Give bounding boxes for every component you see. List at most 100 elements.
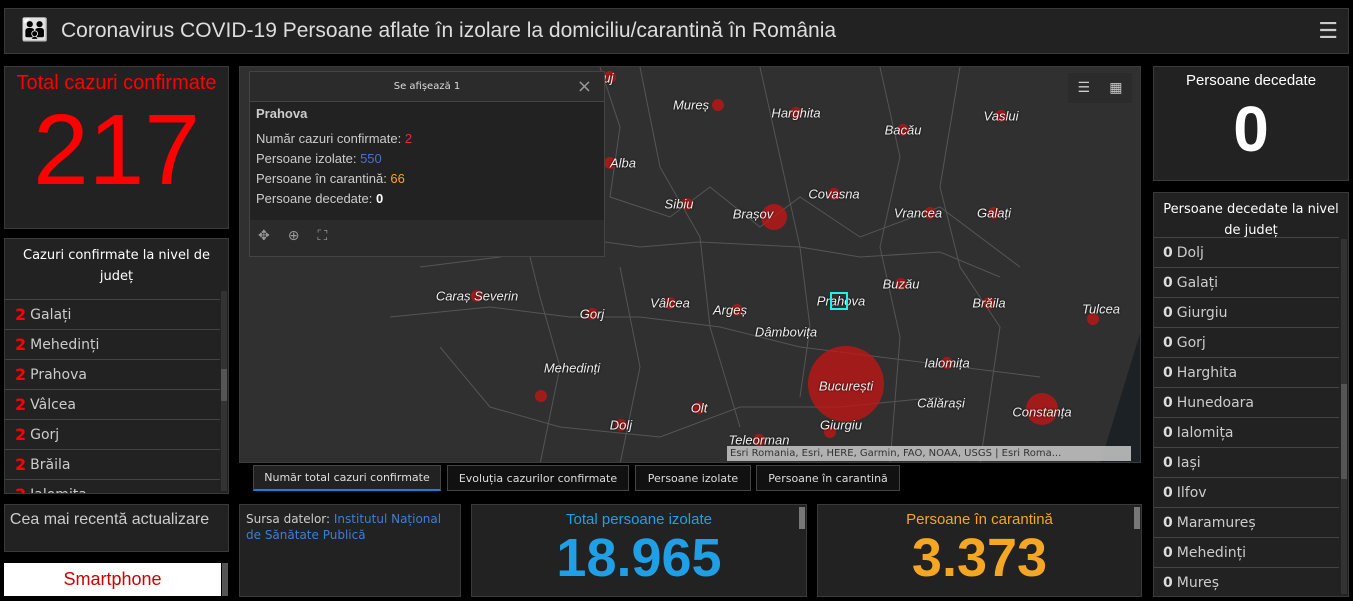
case-bubble[interactable] bbox=[535, 390, 547, 402]
scrollbar[interactable] bbox=[222, 563, 228, 596]
tab[interactable]: Număr total cazuri confirmate bbox=[253, 465, 441, 491]
map-label: Buzău bbox=[882, 276, 920, 292]
case-bubble[interactable] bbox=[712, 99, 724, 111]
field-label: Persoane în carantină: bbox=[256, 171, 391, 186]
basemap-gallery-icon[interactable]: ▦ bbox=[1109, 80, 1123, 96]
list-item[interactable]: 2 Gorj bbox=[5, 419, 220, 449]
popup: Se afișează 1 × Prahova Număr cazuri con… bbox=[249, 71, 605, 257]
case-bubble[interactable] bbox=[988, 207, 1000, 219]
list-item[interactable]: 0 Mureș bbox=[1154, 567, 1339, 596]
map[interactable]: luj Mureș Harghita Bacău Vaslui Alba Sibiu Braș… bbox=[239, 66, 1141, 463]
map-label: Brăila bbox=[972, 295, 1006, 311]
case-bubble[interactable] bbox=[731, 304, 743, 316]
case-bubble[interactable] bbox=[808, 346, 884, 422]
count: 0 bbox=[1163, 454, 1173, 471]
field-value: 2 bbox=[404, 131, 413, 146]
quarantine-panel: Persoane în carantină 3.373 bbox=[817, 504, 1142, 597]
case-bubble[interactable] bbox=[1026, 393, 1058, 425]
list-item[interactable]: 0 Giurgiu bbox=[1154, 297, 1339, 327]
close-icon[interactable]: × bbox=[576, 76, 592, 97]
header: 👪 Coronavirus COVID-19 Persoane aflate î… bbox=[4, 8, 1349, 54]
list-item[interactable]: 0 Hunedoara bbox=[1154, 387, 1339, 417]
scrollbar[interactable] bbox=[1134, 507, 1140, 529]
list-item[interactable]: 0 Mehedinți bbox=[1154, 537, 1339, 567]
list-item[interactable]: 2 Galați bbox=[5, 299, 220, 329]
case-bubble[interactable] bbox=[995, 110, 1007, 122]
map-label: Bacău bbox=[884, 122, 922, 138]
isolated-title: Total persoane izolate bbox=[566, 511, 712, 528]
case-bubble[interactable] bbox=[604, 71, 616, 83]
field-value: 550 bbox=[360, 151, 382, 166]
map-label: Giurgiu bbox=[820, 417, 862, 433]
source-label: Sursa datelor: bbox=[246, 512, 334, 526]
smartphone-link[interactable]: Smartphone bbox=[4, 563, 221, 596]
case-bubble[interactable] bbox=[604, 157, 616, 169]
pan-icon[interactable]: ✥ bbox=[258, 228, 270, 244]
tab[interactable]: Persoane izolate bbox=[635, 465, 751, 491]
county-name: Giurgiu bbox=[1176, 304, 1228, 321]
count: 2 bbox=[15, 395, 27, 414]
count: 0 bbox=[1163, 544, 1173, 561]
list-item[interactable]: 0 Dolj bbox=[1154, 237, 1339, 267]
list-item[interactable]: 0 Maramureș bbox=[1154, 507, 1339, 537]
case-bubble[interactable] bbox=[761, 204, 787, 230]
case-bubble[interactable] bbox=[664, 297, 676, 309]
popup-header: Se afișează 1 × bbox=[250, 72, 604, 102]
list-item[interactable]: 2 Ialomița bbox=[5, 479, 220, 494]
county-name: Gorj bbox=[1176, 334, 1206, 351]
case-bubble[interactable] bbox=[824, 426, 836, 438]
list-item[interactable]: 2 Mehedinți bbox=[5, 329, 220, 359]
list-item[interactable]: 0 Ialomița bbox=[1154, 417, 1339, 447]
case-bubble[interactable] bbox=[586, 308, 598, 320]
popup-field: Număr cazuri confirmate: 2 bbox=[256, 131, 598, 146]
list-item[interactable]: 0 Gorj bbox=[1154, 327, 1339, 357]
count: 0 bbox=[1163, 244, 1173, 261]
tab[interactable]: Evoluția cazurilor confirmate bbox=[447, 465, 629, 491]
list-item[interactable]: 0 Iași bbox=[1154, 447, 1339, 477]
hamburger-menu-icon[interactable]: ☰ bbox=[1318, 19, 1338, 44]
case-bubble[interactable] bbox=[924, 207, 936, 219]
case-bubble[interactable] bbox=[941, 357, 953, 369]
case-bubble[interactable] bbox=[828, 188, 840, 200]
scrollbar[interactable] bbox=[221, 291, 227, 491]
list-item[interactable]: 2 Brăila bbox=[5, 449, 220, 479]
map-label: Argeș bbox=[713, 302, 747, 318]
zoom-to-icon[interactable]: ⊕ bbox=[287, 228, 300, 244]
list-item[interactable]: 2 Prahova bbox=[5, 359, 220, 389]
map-label: Caraș Severin bbox=[435, 288, 519, 304]
case-bubble[interactable] bbox=[471, 290, 483, 302]
case-bubble[interactable] bbox=[790, 107, 802, 119]
popup-field: Persoane decedate: 0 bbox=[256, 191, 598, 206]
case-bubble[interactable] bbox=[897, 124, 909, 136]
map-label: Brașov bbox=[732, 206, 774, 222]
page-title: Coronavirus COVID-19 Persoane aflate în … bbox=[61, 19, 837, 42]
total-confirmed-panel: Total cazuri confirmate 217 bbox=[4, 66, 229, 229]
tab[interactable]: Persoane în carantină bbox=[756, 465, 900, 491]
count: 2 bbox=[15, 455, 27, 474]
count: 0 bbox=[1163, 424, 1173, 441]
map-attribution[interactable]: Esri Romania, Esri, HERE, Garmin, FAO, N… bbox=[727, 446, 1131, 461]
legend-icon[interactable]: ☰ bbox=[1077, 80, 1091, 96]
case-bubble[interactable] bbox=[615, 419, 627, 431]
source-link[interactable]: Institutul Național de Sănătate Publică bbox=[246, 512, 442, 542]
case-bubble[interactable] bbox=[681, 198, 693, 210]
case-bubble[interactable] bbox=[983, 297, 995, 309]
county-name: Gorj bbox=[30, 426, 60, 443]
count: 0 bbox=[1163, 334, 1173, 351]
case-bubble[interactable] bbox=[693, 402, 705, 414]
source-panel: Sursa datelor: Institutul Național de Să… bbox=[239, 504, 461, 597]
case-bubble[interactable] bbox=[753, 434, 765, 446]
scrollbar[interactable] bbox=[799, 507, 805, 529]
list-item[interactable]: 0 Harghita bbox=[1154, 357, 1339, 387]
map-label: Alba bbox=[609, 155, 637, 171]
list-item[interactable]: 0 Ilfov bbox=[1154, 477, 1339, 507]
map-label: Harghita bbox=[771, 105, 821, 121]
county-name: Harghita bbox=[1176, 364, 1238, 381]
list-item[interactable]: 2 Vâlcea bbox=[5, 389, 220, 419]
scrollbar[interactable] bbox=[1341, 239, 1347, 594]
county-name: Ialomița bbox=[30, 487, 87, 494]
fullscreen-icon[interactable]: ⛶ bbox=[317, 228, 328, 244]
list-item[interactable]: 0 Galați bbox=[1154, 267, 1339, 297]
case-bubble[interactable] bbox=[895, 278, 907, 290]
case-bubble[interactable] bbox=[1087, 313, 1099, 325]
